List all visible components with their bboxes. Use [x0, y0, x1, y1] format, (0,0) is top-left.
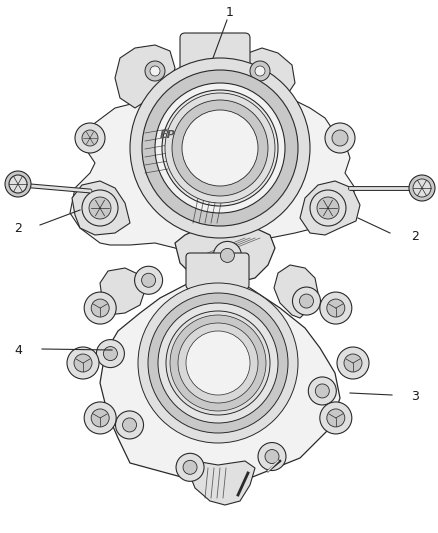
Text: 2: 2: [411, 230, 419, 243]
Circle shape: [116, 411, 144, 439]
Text: 3: 3: [411, 391, 419, 403]
Circle shape: [183, 461, 197, 474]
Polygon shape: [175, 225, 275, 283]
Circle shape: [186, 331, 250, 395]
Circle shape: [170, 315, 266, 411]
Circle shape: [75, 123, 105, 153]
Circle shape: [310, 190, 346, 226]
Circle shape: [5, 171, 31, 197]
Circle shape: [320, 292, 352, 324]
Polygon shape: [185, 461, 255, 505]
Circle shape: [409, 175, 435, 201]
Circle shape: [130, 58, 310, 238]
Circle shape: [91, 299, 109, 317]
Circle shape: [84, 402, 116, 434]
Circle shape: [413, 179, 431, 197]
Polygon shape: [242, 48, 295, 108]
Text: EP: EP: [160, 130, 176, 140]
Circle shape: [145, 61, 165, 81]
Circle shape: [155, 83, 285, 213]
Polygon shape: [100, 268, 145, 315]
Circle shape: [150, 66, 160, 76]
Polygon shape: [70, 73, 355, 258]
Circle shape: [250, 61, 270, 81]
Circle shape: [134, 266, 162, 294]
Circle shape: [213, 241, 241, 269]
Polygon shape: [115, 45, 175, 108]
Circle shape: [300, 294, 314, 308]
Circle shape: [82, 190, 118, 226]
Circle shape: [96, 340, 124, 368]
Circle shape: [325, 123, 355, 153]
Circle shape: [317, 197, 339, 219]
Circle shape: [308, 377, 336, 405]
Circle shape: [9, 175, 27, 193]
Circle shape: [178, 323, 258, 403]
Polygon shape: [274, 265, 318, 318]
Circle shape: [67, 347, 99, 379]
Polygon shape: [300, 181, 360, 235]
Circle shape: [74, 354, 92, 372]
Circle shape: [327, 299, 345, 317]
Polygon shape: [72, 181, 130, 235]
Circle shape: [172, 100, 268, 196]
Polygon shape: [100, 278, 340, 483]
Circle shape: [91, 409, 109, 427]
Circle shape: [320, 402, 352, 434]
Circle shape: [158, 303, 278, 423]
Circle shape: [148, 293, 288, 433]
Circle shape: [220, 248, 234, 262]
Circle shape: [265, 449, 279, 464]
Text: 2: 2: [14, 222, 22, 236]
FancyBboxPatch shape: [180, 33, 250, 73]
Circle shape: [141, 273, 155, 287]
FancyBboxPatch shape: [186, 253, 249, 289]
Circle shape: [162, 90, 278, 206]
Text: 1: 1: [226, 6, 234, 20]
Circle shape: [182, 110, 258, 186]
Circle shape: [344, 354, 362, 372]
Circle shape: [82, 130, 98, 146]
Circle shape: [255, 66, 265, 76]
Circle shape: [293, 287, 321, 315]
Circle shape: [89, 197, 111, 219]
Circle shape: [166, 311, 270, 415]
Circle shape: [332, 130, 348, 146]
Circle shape: [258, 442, 286, 471]
Circle shape: [103, 346, 117, 361]
Circle shape: [176, 454, 204, 481]
Circle shape: [315, 384, 329, 398]
Circle shape: [142, 70, 298, 226]
Circle shape: [327, 409, 345, 427]
Circle shape: [123, 418, 137, 432]
Text: 4: 4: [14, 344, 22, 358]
Circle shape: [337, 347, 369, 379]
Circle shape: [84, 292, 116, 324]
Circle shape: [165, 93, 275, 203]
Circle shape: [138, 283, 298, 443]
